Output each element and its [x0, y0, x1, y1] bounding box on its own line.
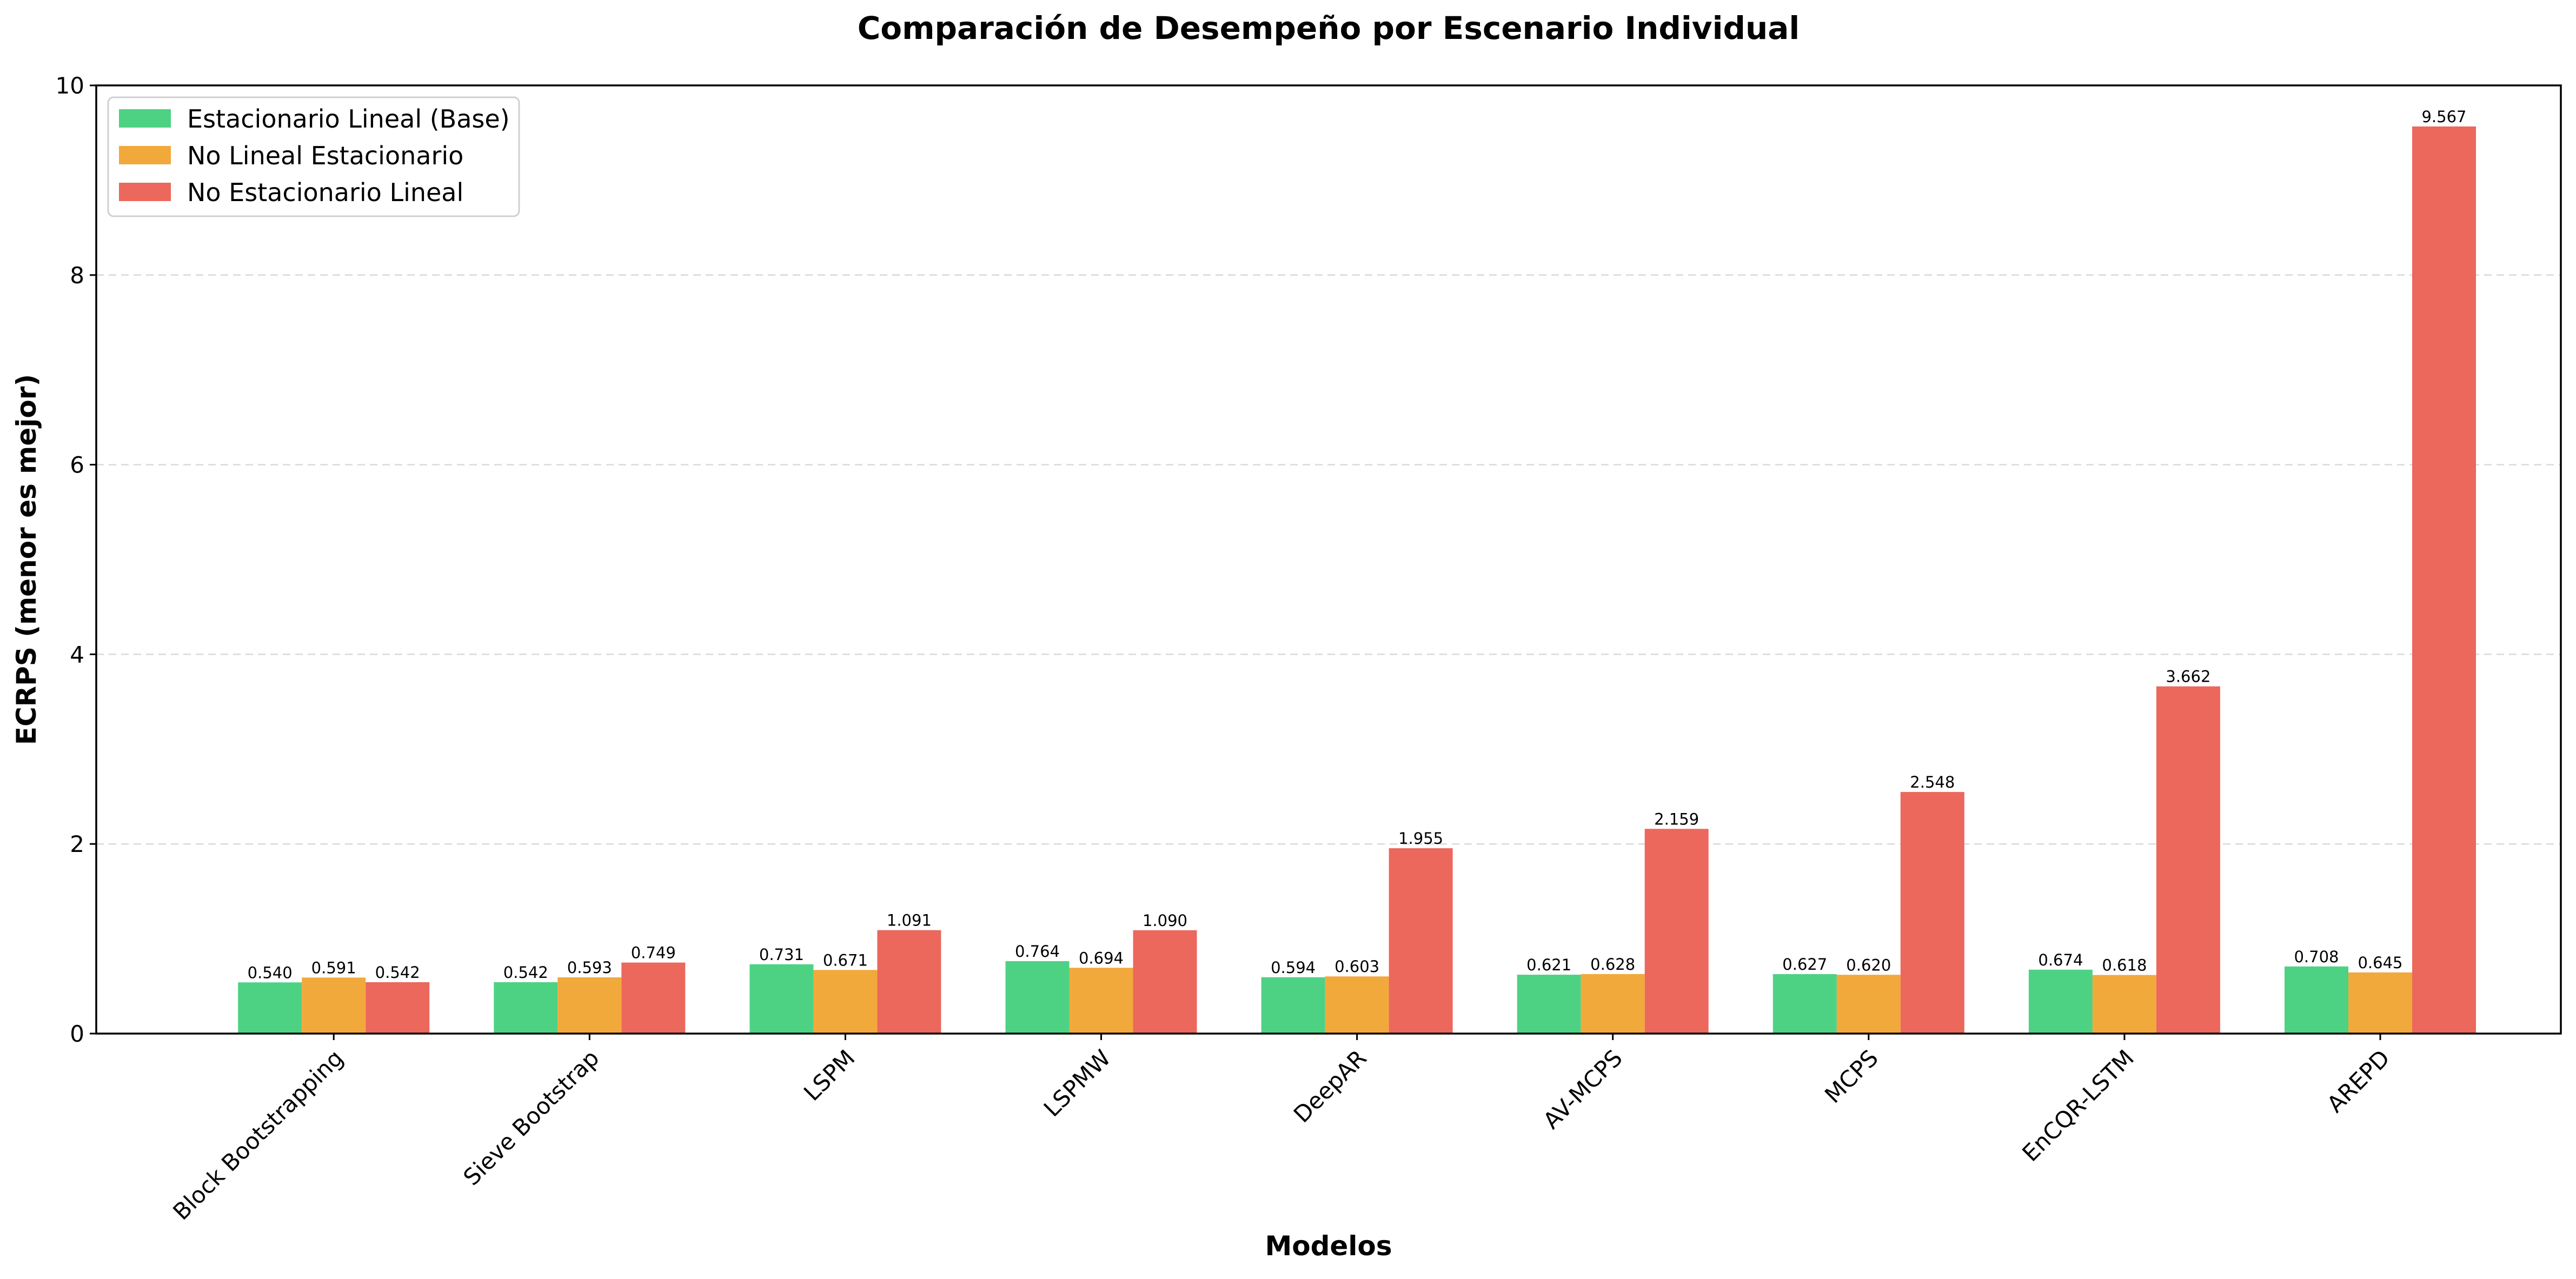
y-tick-label: 0 [70, 1021, 84, 1047]
bar [2156, 686, 2220, 1034]
bar-value-label: 0.620 [1846, 956, 1891, 974]
bar [1644, 829, 1709, 1034]
bar-value-label: 3.662 [2166, 668, 2210, 686]
y-tick-label: 2 [70, 831, 84, 857]
x-tick-label: AV-MCPS [1538, 1044, 1627, 1134]
plot-area-frame [95, 84, 2562, 1035]
bar-value-label: 0.594 [1271, 958, 1316, 977]
bar [2412, 126, 2476, 1034]
x-tick-label: Block Bootstrapping [168, 1044, 348, 1225]
bar [1517, 975, 1581, 1034]
value-labels: 0.540 0.542 0.731 0.764 0.594 0.621 0.627 0.674… [248, 108, 2467, 982]
legend-item: No Lineal Estacionario [119, 141, 463, 170]
bar-value-label: 1.955 [1398, 829, 1443, 848]
legend-swatch [119, 146, 171, 164]
bar [877, 930, 941, 1034]
x-tick-label: MCPS [1820, 1044, 1883, 1108]
bar [302, 977, 366, 1034]
bar [1133, 930, 1197, 1034]
x-tick-label: LSPM [799, 1044, 860, 1106]
bar-value-label: 0.603 [1335, 957, 1379, 976]
chart-title: Comparación de Desempeño por Escenario I… [858, 10, 1800, 46]
bar [1389, 848, 1453, 1034]
legend-item: No Estacionario Lineal [119, 178, 463, 207]
bar-value-label: 0.628 [1590, 955, 1635, 974]
legend-swatch [119, 109, 171, 128]
y-axis-ticks: 0 2 4 6 8 10 [56, 72, 96, 1047]
bar-value-label: 0.618 [2102, 956, 2147, 975]
bar [1836, 975, 1901, 1034]
bar [366, 982, 430, 1034]
bar-value-label: 0.627 [1782, 955, 1827, 974]
bar-value-label: 0.731 [759, 945, 804, 964]
bar [2348, 972, 2412, 1034]
bar [1900, 792, 1964, 1034]
bar-value-label: 0.749 [631, 944, 676, 962]
bar [2285, 966, 2348, 1034]
bar [1772, 974, 1837, 1034]
bar [1069, 968, 1133, 1034]
y-tick-label: 6 [70, 452, 84, 478]
chart-legend: Estacionario Lineal (Base) No Lineal Est… [107, 96, 520, 217]
legend-swatch [119, 183, 171, 201]
bar [494, 982, 558, 1034]
bar-value-label: 0.674 [2038, 951, 2083, 969]
bar-value-label: 0.542 [503, 963, 548, 982]
bar [621, 962, 686, 1034]
bar [557, 977, 622, 1034]
bar-value-label: 9.567 [2421, 108, 2466, 126]
y-tick-label: 8 [70, 262, 84, 289]
y-axis-label: ECRPS (menor es mejor) [11, 374, 42, 745]
x-axis-label: Modelos [1265, 1230, 1392, 1262]
legend-label: No Lineal Estacionario [187, 141, 463, 170]
bar-value-label: 0.593 [567, 958, 612, 977]
bar [1581, 974, 1645, 1034]
bar-series [238, 126, 2476, 1034]
legend-box [107, 96, 520, 217]
bar-value-label: 0.542 [375, 963, 420, 982]
bar [1005, 961, 1070, 1034]
bar-value-label: 2.548 [1910, 773, 1955, 791]
x-axis-ticks: Block Bootstrapping Sieve Bootstrap LSPM LS… [168, 1034, 2395, 1225]
bar [1261, 977, 1325, 1034]
bar-value-label: 0.694 [1079, 949, 1124, 967]
bar-value-label: 0.540 [248, 963, 293, 982]
bar-value-label: 0.764 [1015, 942, 1060, 961]
bar [813, 970, 878, 1034]
bar [2092, 975, 2156, 1034]
x-tick-label: LSPMW [1039, 1044, 1116, 1122]
legend-label: Estacionario Lineal (Base) [187, 104, 510, 134]
y-tick-label: 10 [56, 72, 84, 99]
bar-value-label: 1.091 [887, 911, 932, 930]
bar [1325, 976, 1389, 1034]
legend-item: Estacionario Lineal (Base) [119, 104, 510, 134]
x-tick-label: AREPD [2322, 1044, 2395, 1117]
bar-value-label: 2.159 [1654, 810, 1699, 828]
y-tick-label: 4 [70, 641, 84, 668]
legend-label: No Estacionario Lineal [187, 178, 463, 207]
bar [2028, 969, 2093, 1034]
bar-value-label: 0.671 [823, 951, 868, 969]
bar-value-label: 0.591 [311, 958, 356, 977]
bar [238, 982, 302, 1034]
bar-value-label: 0.621 [1526, 956, 1571, 974]
bar-value-label: 1.090 [1143, 911, 1187, 930]
x-tick-label: Sieve Bootstrap [458, 1044, 604, 1190]
grid-lines [96, 274, 2561, 845]
x-tick-label: DeepAR [1289, 1044, 1372, 1128]
bar-value-label: 0.708 [2294, 948, 2339, 966]
bar-value-label: 0.645 [2358, 954, 2402, 972]
bar [749, 964, 814, 1034]
x-tick-label: EnCQR-LSTM [2017, 1044, 2139, 1167]
